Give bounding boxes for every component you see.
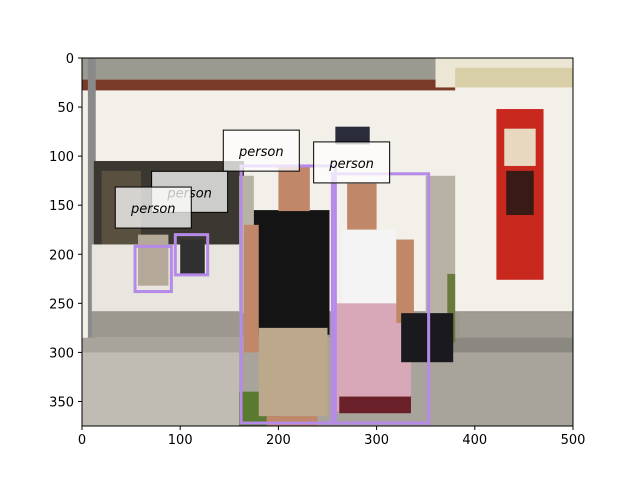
y-tick-label: 300: [49, 346, 74, 361]
plant: [447, 273, 456, 343]
detection-box: [173, 233, 210, 277]
building-name-plate: [335, 126, 370, 145]
detection-label-text: person: [238, 145, 284, 160]
y-axis: 0 50 100 150 200 250 300 350: [49, 52, 82, 410]
y-tick-label: 250: [49, 297, 74, 312]
x-axis: 0 100 200 300 400 500: [78, 426, 586, 448]
woman-head: [347, 183, 377, 230]
poster-portrait: [506, 170, 534, 216]
y-tick-label: 100: [49, 150, 74, 165]
poster-text-block: [504, 128, 536, 166]
x-tick-label: 400: [462, 433, 487, 448]
woman-skirt-hem: [339, 396, 411, 414]
x-tick-label: 200: [266, 433, 291, 448]
detection-label: person: [222, 129, 300, 172]
man-shirt: [253, 210, 330, 335]
roof: [82, 58, 436, 80]
woman-arm: [396, 239, 414, 323]
y-tick-label: 350: [49, 395, 74, 410]
seated-person-right: [180, 239, 205, 274]
x-tick-label: 0: [78, 433, 86, 448]
man-head: [278, 165, 310, 212]
detection-label: person: [114, 186, 192, 229]
roof-trim: [82, 79, 456, 91]
detection-label-box: [114, 186, 192, 229]
curb: [450, 337, 573, 353]
y-tick-label: 150: [49, 199, 74, 214]
y-tick-label: 0: [66, 52, 74, 67]
woman-top: [342, 229, 397, 309]
cornice-right: [455, 67, 573, 88]
x-tick-label: 100: [168, 433, 193, 448]
detection-label-box: [313, 141, 391, 184]
seated-person-left: [137, 234, 169, 286]
detection-label-box: [222, 129, 300, 172]
gravel: [82, 352, 240, 426]
detection-label-text: person: [328, 157, 374, 172]
detection-label: person: [313, 141, 391, 184]
x-tick-label: 500: [561, 433, 586, 448]
x-tick-label: 300: [364, 433, 389, 448]
photo: [82, 58, 573, 426]
detection-box: [133, 244, 173, 294]
man-shorts: [258, 327, 328, 417]
man-arm: [244, 224, 259, 353]
photo-scene: [82, 58, 573, 426]
man-legs: [266, 416, 318, 426]
detection-labels: personpersonpersonperson: [114, 129, 391, 229]
detection-label-text: person: [130, 202, 176, 217]
axes-frame: [81, 57, 574, 427]
y-tick-label: 50: [57, 101, 74, 116]
y-tick-label: 200: [49, 248, 74, 263]
lamp-post: [87, 58, 96, 353]
